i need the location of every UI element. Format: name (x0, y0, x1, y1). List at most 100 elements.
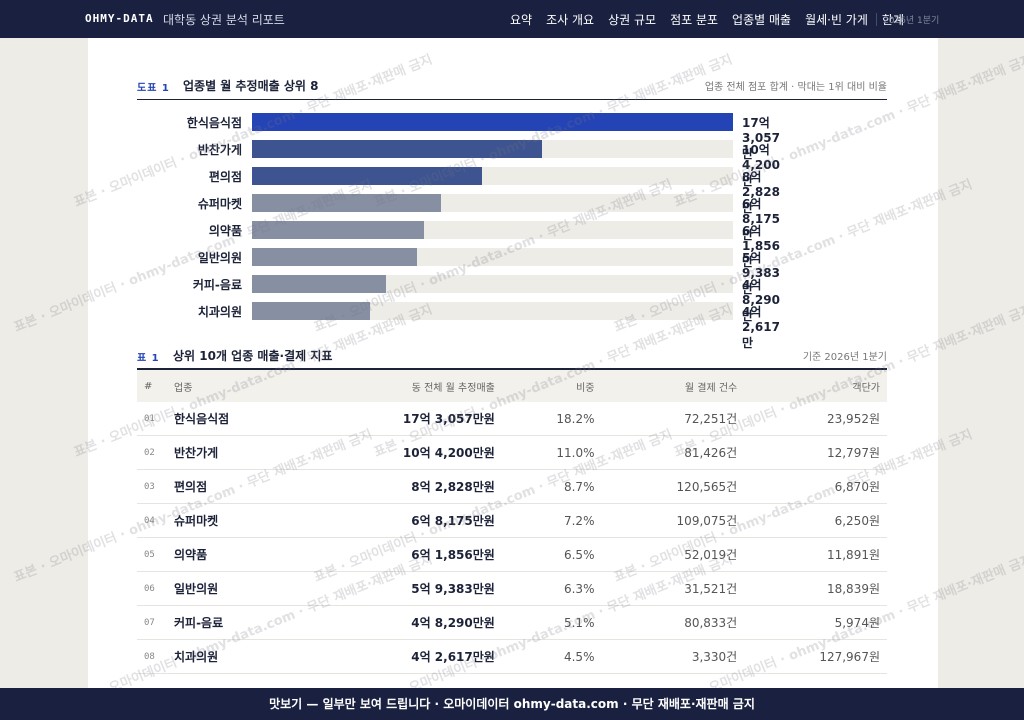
data-table: # 업종 동 전체 월 추정매출 비중 월 결제 건수 객단가 01 한식음식점 17억 3,0… (137, 370, 887, 674)
table-cell: 슈퍼마켓 (167, 503, 300, 538)
bar-track (252, 248, 733, 266)
category-label: 의약품 (208, 224, 242, 238)
table-cell: 6,250원 (744, 503, 887, 538)
table-cell: 8.7% (501, 469, 602, 504)
table-cell: 72,251건 (601, 402, 745, 436)
table-cell: 12,797원 (744, 435, 887, 470)
table-cell: 6,870원 (744, 469, 887, 504)
bar-track (252, 275, 733, 293)
table-label: 표 1 (137, 353, 160, 364)
table-cell: 6억 1,856만원 (299, 537, 502, 572)
table-cell: 109,075건 (601, 503, 745, 538)
bar-track (252, 302, 733, 320)
menu-item[interactable]: 업종별 매출 (732, 13, 792, 27)
table-row: 08 치과의원 4억 2,617만원 4.5% 3,330건 127,967원 (137, 639, 887, 674)
column-header: 월 결제 건수 (601, 370, 745, 402)
table-cell: 18.2% (501, 402, 602, 436)
table-cell: 52,019건 (601, 537, 745, 572)
bar (252, 113, 733, 131)
table-cell: 5억 9,383만원 (299, 571, 502, 606)
bar-track (252, 167, 733, 185)
value-label: 8억 2,828만 (742, 170, 780, 215)
table-cell: 3,330건 (601, 639, 745, 674)
table-cell: 5.1% (501, 605, 602, 640)
figure-label: 도표 1 (137, 83, 170, 94)
column-header: 동 전체 월 추정매출 (299, 370, 502, 402)
report-title: 대학동 상권 분석 리포트 (163, 13, 285, 27)
category-label: 반찬가게 (197, 143, 242, 157)
table-cell: 81,426건 (601, 435, 745, 470)
table-cell: 80,833건 (601, 605, 745, 640)
bar-track (252, 194, 733, 212)
column-header: 업종 (167, 370, 300, 402)
table-cell: 04 (137, 503, 167, 538)
column-header: # (137, 370, 167, 402)
footer-banner: 맛보기 — 일부만 보여 드립니다 · 오마이데이터 ohmy-data.com… (0, 688, 1024, 720)
table-cell: 07 (137, 605, 167, 640)
menu-item[interactable]: 한계 (881, 13, 904, 27)
table-cell: 08 (137, 639, 167, 674)
value-label: 4억 8,290만 (742, 278, 780, 323)
bar-track (252, 140, 733, 158)
bar-track (252, 113, 733, 131)
table-cell: 120,565건 (601, 469, 745, 504)
table-cell: 7.2% (501, 503, 602, 538)
figure-title: 업종별 월 추정매출 상위 8 (183, 79, 319, 93)
menu-item[interactable]: 월세·빈 가게 (805, 13, 868, 27)
bar (252, 221, 424, 239)
table-cell: 18,839원 (744, 571, 887, 606)
table-row: 04 슈퍼마켓 6억 8,175만원 7.2% 109,075건 6,250원 (137, 503, 887, 538)
bar (252, 167, 483, 185)
rule (137, 99, 887, 100)
top-nav: OHMY-DATA 대학동 상권 분석 리포트 요약 조사 개요 상권 규모 점포 분… (0, 0, 1024, 38)
bar (252, 194, 442, 212)
table-title: 상위 10개 업종 매출·결제 지표 (173, 349, 333, 363)
table-cell: 127,967원 (744, 639, 887, 674)
table-cell: 한식음식점 (167, 402, 300, 436)
value-label: 4억 2,617만 (742, 305, 780, 350)
bar (252, 275, 387, 293)
table-row: 05 의약품 6억 1,856만원 6.5% 52,019건 11,891원 (137, 537, 887, 572)
category-label: 커피-음료 (192, 278, 242, 292)
menu-item[interactable]: 요약 (510, 13, 533, 27)
bar-track (252, 221, 733, 239)
table-row: 07 커피-음료 4억 8,290만원 5.1% 80,833건 5,974원 (137, 605, 887, 640)
menu-item[interactable]: 조사 개요 (546, 13, 595, 27)
menu-item[interactable]: 점포 분포 (670, 13, 719, 27)
menu-item[interactable]: 상권 규모 (608, 13, 657, 27)
table-cell: 11,891원 (744, 537, 887, 572)
table-cell: 8억 2,828만원 (299, 469, 502, 504)
table-cell: 6.3% (501, 571, 602, 606)
table-cell: 4억 2,617만원 (299, 639, 502, 674)
table-cell: 일반의원 (167, 571, 300, 606)
table-cell: 23,952원 (744, 402, 887, 436)
table-note: 기준 2026년 1분기 (802, 352, 887, 363)
table-cell: 5,974원 (744, 605, 887, 640)
category-label: 치과의원 (197, 305, 242, 319)
menu: 요약 조사 개요 상권 규모 점포 분포 업종별 매출 월세·빈 가게 한계 (510, 11, 904, 28)
table-cell: 반찬가게 (167, 435, 300, 470)
value-label: 6억 1,856만 (742, 224, 780, 269)
figure-note: 업종 전체 점포 합계 · 막대는 1위 대비 비율 (704, 82, 887, 93)
table-cell: 커피-음료 (167, 605, 300, 640)
table-cell: 치과의원 (167, 639, 300, 674)
value-label: 10억 4,200만 (742, 143, 780, 188)
table-row: 06 일반의원 5억 9,383만원 6.3% 31,521건 18,839원 (137, 571, 887, 606)
column-header: 비중 (501, 370, 602, 402)
value-label: 6억 8,175만 (742, 197, 780, 242)
table-cell: 03 (137, 469, 167, 504)
table-row: 01 한식음식점 17억 3,057만원 18.2% 72,251건 23,952원 (137, 402, 887, 436)
bar (252, 302, 371, 320)
category-label: 슈퍼마켓 (197, 197, 242, 211)
category-label: 일반의원 (197, 251, 242, 265)
table-cell: 4억 8,290만원 (299, 605, 502, 640)
table-cell: 편의점 (167, 469, 300, 504)
table-row: 03 편의점 8억 2,828만원 8.7% 120,565건 6,870원 (137, 469, 887, 504)
table-cell: 의약품 (167, 537, 300, 572)
table-cell: 4.5% (501, 639, 602, 674)
category-label: 편의점 (208, 170, 242, 184)
table-cell: 06 (137, 571, 167, 606)
brand[interactable]: OHMY-DATA (85, 12, 154, 25)
table-cell: 05 (137, 537, 167, 572)
